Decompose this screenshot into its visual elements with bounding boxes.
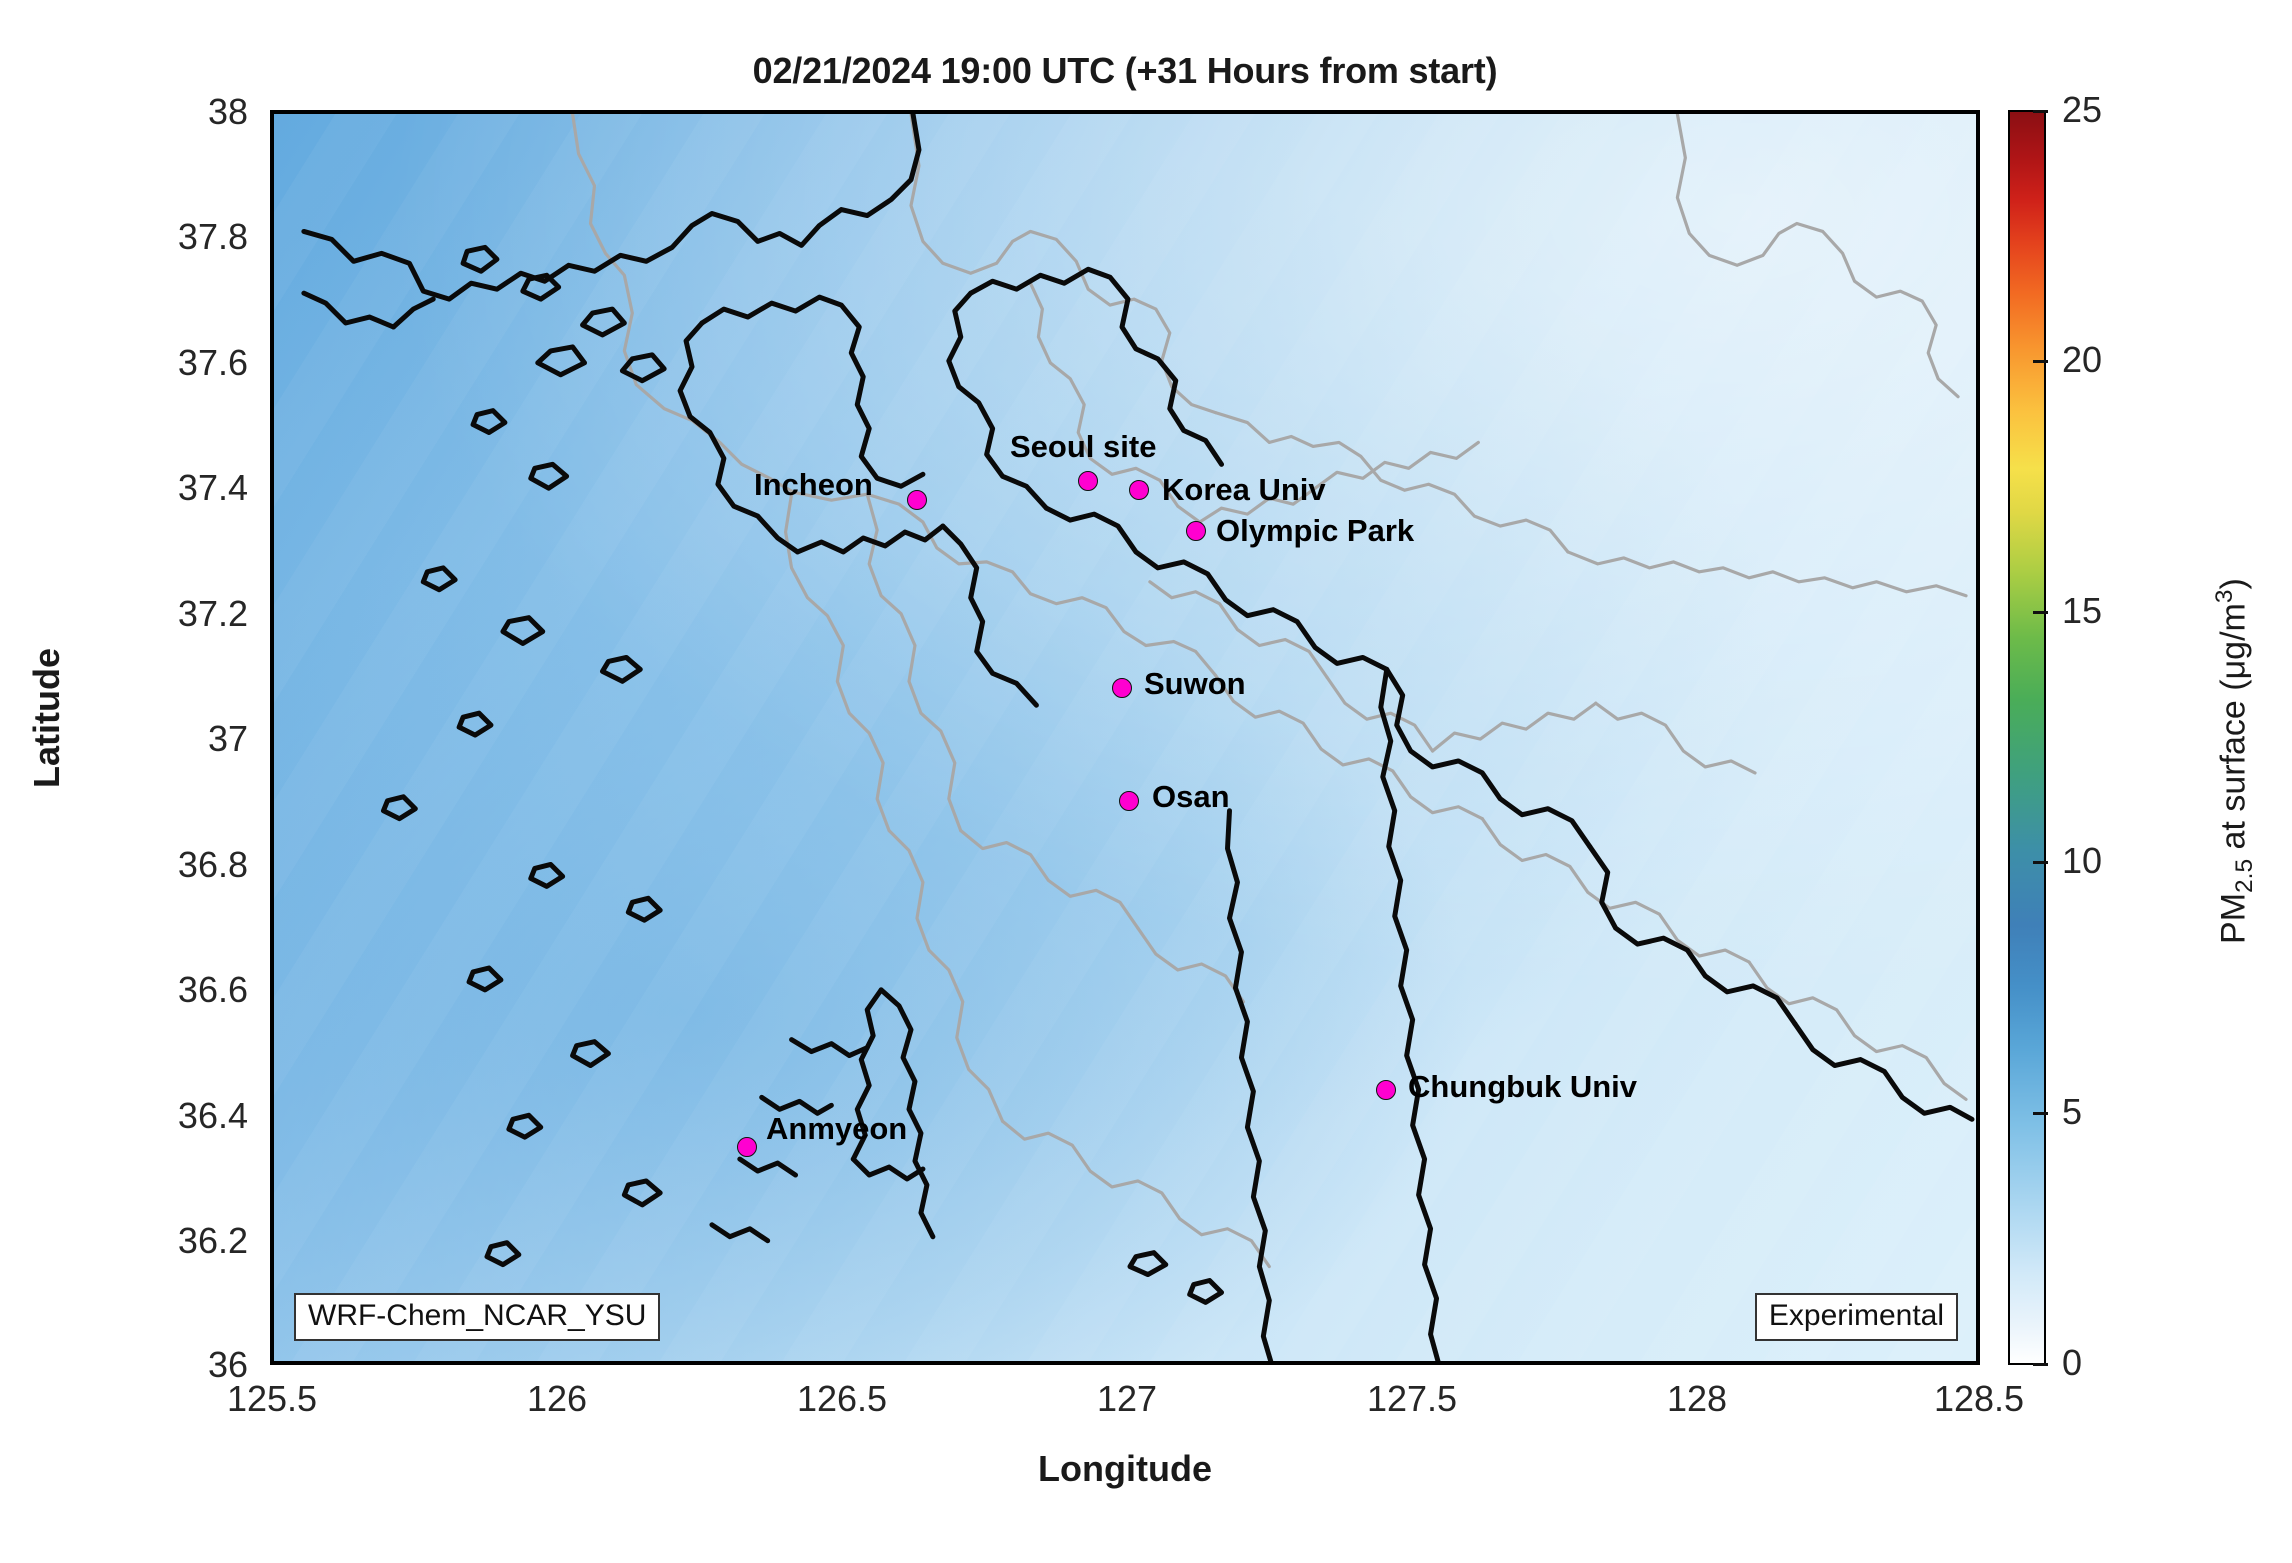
station-label-chungbuk-univ: Chungbuk Univ [1408, 1069, 1638, 1104]
colorbar-tick-mark [2033, 1363, 2048, 1366]
station-marker-olympic-park[interactable] [1186, 521, 1206, 541]
colorbar-tick-mark [2033, 360, 2048, 363]
colorbar[interactable] [2008, 110, 2046, 1365]
colorbar-tick-label: 20 [2062, 339, 2103, 380]
map-plot-area[interactable]: Seoul site Incheon Korea Univ Olympic Pa… [270, 110, 1980, 1365]
ytick-label: 37.2 [177, 593, 248, 634]
page-title: 02/21/2024 19:00 UTC (+31 Hours from sta… [752, 50, 1498, 91]
y-axis-label: Latitude [26, 648, 67, 788]
station-label-suwon: Suwon [1144, 666, 1246, 701]
colorbar-tick-label: 15 [2062, 590, 2103, 631]
station-label-olympic-park: Olympic Park [1216, 513, 1415, 548]
ytick-label: 38 [207, 91, 248, 132]
colorbar-tick-mark [2033, 1112, 2048, 1115]
station-label-korea-univ: Korea Univ [1162, 472, 1326, 507]
station-label-seoul-site: Seoul site [1010, 429, 1157, 464]
model-annotation-box: WRF-Chem_NCAR_YSU [294, 1293, 661, 1341]
province-boundaries [571, 114, 1968, 1269]
x-axis-label: Longitude [1038, 1448, 1212, 1489]
xtick-label: 127.5 [1366, 1378, 1458, 1419]
coastline-and-national-boundaries [301, 114, 1975, 1361]
colorbar-label-subscript: 2.5 [2231, 858, 2259, 893]
xtick-label: 126 [526, 1378, 588, 1419]
station-marker-seoul-site[interactable] [1078, 471, 1098, 491]
xtick-label: 128 [1666, 1378, 1728, 1419]
station-marker-incheon[interactable] [907, 490, 927, 510]
ytick-label: 37.8 [177, 216, 248, 257]
ytick-label: 36.2 [177, 1220, 248, 1261]
ytick-label: 36.4 [177, 1095, 248, 1136]
station-label-incheon: Incheon [754, 467, 873, 502]
xtick-label: 125.5 [226, 1378, 318, 1419]
ytick-label: 36 [207, 1344, 248, 1385]
colorbar-axis-label: PM2.5 at surface (μg/m3) [2211, 481, 2259, 1041]
xtick-label: 128.5 [1933, 1378, 2025, 1419]
xtick-label: 127 [1096, 1378, 1158, 1419]
colorbar-tick-mark [2033, 611, 2048, 614]
colorbar-label-middle: at surface (μg/m [2214, 603, 2253, 859]
colorbar-label-superscript: 3 [2210, 589, 2238, 604]
colorbar-label-suffix: ) [2214, 578, 2253, 590]
station-marker-chungbuk-univ[interactable] [1376, 1080, 1396, 1100]
station-label-osan: Osan [1152, 779, 1230, 814]
station-marker-suwon[interactable] [1112, 678, 1132, 698]
status-annotation-box: Experimental [1754, 1293, 1958, 1341]
ytick-label: 37.6 [177, 342, 248, 383]
colorbar-tick-label: 10 [2062, 840, 2103, 881]
ytick-label: 37 [207, 718, 248, 759]
station-marker-osan[interactable] [1119, 791, 1139, 811]
xtick-label: 126.5 [796, 1378, 888, 1419]
station-marker-anmyeon[interactable] [737, 1137, 757, 1157]
map-vector-overlay [301, 114, 1975, 1361]
colorbar-tick-mark [2033, 861, 2048, 864]
colorbar-tick-label: 0 [2062, 1342, 2083, 1383]
colorbar-label-prefix: PM [2214, 892, 2253, 944]
station-marker-korea-univ[interactable] [1129, 480, 1149, 500]
station-label-anmyeon: Anmyeon [766, 1111, 908, 1146]
ytick-label: 36.8 [177, 844, 248, 885]
ytick-label: 37.4 [177, 467, 248, 508]
colorbar-tick-label: 5 [2062, 1091, 2083, 1132]
colorbar-tick-mark [2033, 110, 2048, 113]
ytick-label: 36.6 [177, 969, 248, 1010]
colorbar-tick-label: 25 [2062, 89, 2103, 130]
